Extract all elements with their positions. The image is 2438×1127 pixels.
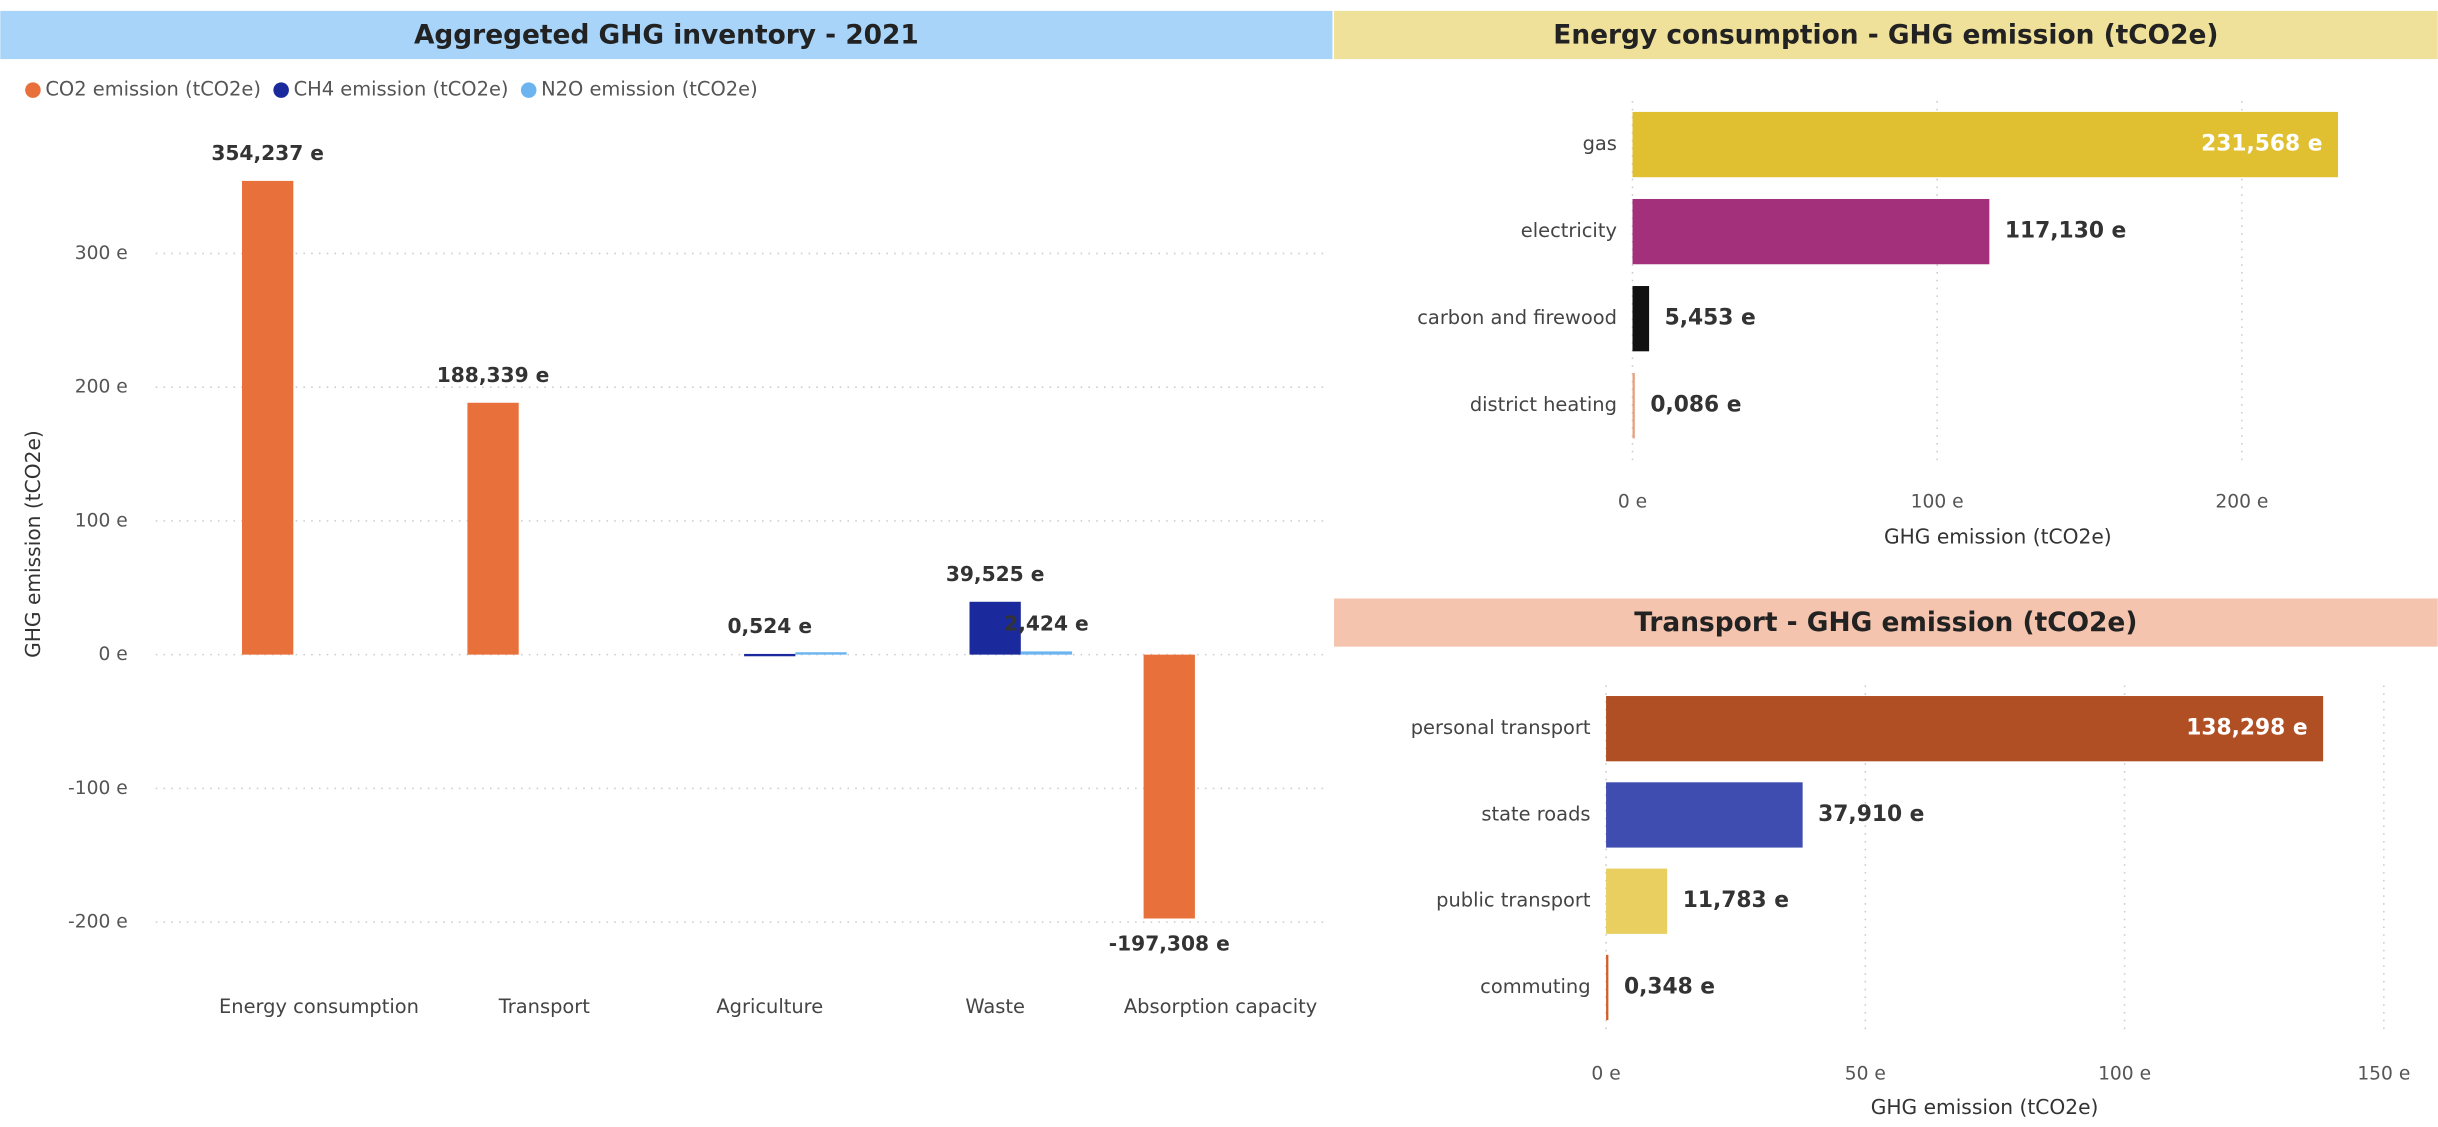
data-label: 0,086 e bbox=[1650, 393, 1741, 418]
y-tick-label: 300 e bbox=[75, 243, 128, 264]
y-tick-label: state roads bbox=[1481, 802, 1590, 825]
bar bbox=[1632, 111, 2339, 178]
y-tick-label: -200 e bbox=[68, 912, 128, 933]
y-tick-label: 100 e bbox=[75, 510, 128, 531]
y-tick-label: carbon and firewood bbox=[1417, 306, 1617, 329]
x-axis-label: GHG emission (tCO2e) bbox=[1871, 1095, 2099, 1119]
x-tick-label: Energy consumption bbox=[219, 995, 419, 1018]
x-tick-label: 0 e bbox=[1591, 1064, 1620, 1085]
x-tick-label: 150 e bbox=[2357, 1064, 2410, 1085]
x-tick-label: 0 e bbox=[1618, 492, 1647, 513]
legend-label: CO2 emission (tCO2e) bbox=[45, 78, 261, 101]
y-tick-label: electricity bbox=[1521, 219, 1617, 242]
data-label: 39,525 e bbox=[946, 562, 1045, 586]
x-tick-label: 50 e bbox=[1845, 1064, 1886, 1085]
x-tick-label: Agriculture bbox=[716, 995, 823, 1018]
bar bbox=[242, 180, 294, 655]
bar bbox=[1632, 373, 1635, 439]
y-tick-label: public transport bbox=[1436, 889, 1591, 912]
y-tick-label: 0 e bbox=[98, 644, 127, 665]
x-tick-label: 200 e bbox=[2215, 492, 2268, 513]
bar bbox=[744, 653, 796, 657]
x-tick-label: Transport bbox=[498, 995, 591, 1018]
y-tick-label: commuting bbox=[1480, 975, 1590, 998]
bar bbox=[1606, 696, 2324, 762]
x-axis-label: GHG emission (tCO2e) bbox=[1884, 524, 2112, 548]
data-label: 188,339 e bbox=[437, 363, 550, 387]
y-tick-label: district heating bbox=[1470, 393, 1617, 416]
y-tick-label: personal transport bbox=[1411, 716, 1591, 739]
bar bbox=[1143, 654, 1195, 919]
legend-label: CH4 emission (tCO2e) bbox=[294, 78, 509, 101]
title-band bbox=[1334, 598, 2438, 647]
legend-swatch bbox=[273, 82, 289, 98]
data-label: 0,524 e bbox=[727, 614, 812, 638]
data-label: 231,568 e bbox=[2201, 132, 2322, 157]
x-tick-label: Absorption capacity bbox=[1124, 995, 1317, 1018]
data-label: -197,308 e bbox=[1109, 931, 1230, 955]
y-tick-label: gas bbox=[1583, 132, 1617, 155]
bar bbox=[1606, 782, 1803, 848]
bar bbox=[1632, 198, 1990, 265]
bar bbox=[467, 402, 519, 655]
y-tick-label: -100 e bbox=[68, 778, 128, 799]
data-label: 0,348 e bbox=[1624, 974, 1715, 999]
legend-swatch bbox=[25, 82, 41, 98]
data-label: 138,298 e bbox=[2186, 716, 2307, 741]
x-tick-label: Waste bbox=[965, 995, 1025, 1018]
title-band bbox=[1334, 10, 2438, 60]
bar bbox=[969, 601, 1021, 655]
data-label: 5,453 e bbox=[1665, 306, 1756, 331]
y-tick-label: 200 e bbox=[75, 377, 128, 398]
bar bbox=[1606, 954, 1609, 1021]
legend-label: N2O emission (tCO2e) bbox=[541, 78, 758, 101]
x-tick-label: 100 e bbox=[2098, 1064, 2151, 1085]
legend-swatch bbox=[520, 82, 537, 98]
y-axis-label: GHG emission (tCO2e) bbox=[21, 430, 45, 658]
bar bbox=[795, 652, 847, 655]
chart-title: Energy consumption - GHG emission (tCO2e… bbox=[1553, 19, 2218, 50]
bar bbox=[1632, 286, 1650, 352]
data-label: 11,783 e bbox=[1683, 888, 1789, 913]
chart-title: Transport - GHG emission (tCO2e) bbox=[1634, 607, 2137, 638]
chart-title: Aggregeted GHG inventory - 2021 bbox=[414, 19, 919, 50]
data-label: 37,910 e bbox=[1818, 802, 1924, 827]
data-label: 354,237 e bbox=[211, 141, 324, 165]
bar bbox=[1606, 868, 1668, 934]
bar bbox=[1020, 651, 1073, 655]
data-label: 117,130 e bbox=[2005, 219, 2126, 244]
data-label: 2,424 e bbox=[1004, 611, 1089, 635]
title-band bbox=[0, 10, 1333, 60]
x-tick-label: 100 e bbox=[1911, 492, 1964, 513]
